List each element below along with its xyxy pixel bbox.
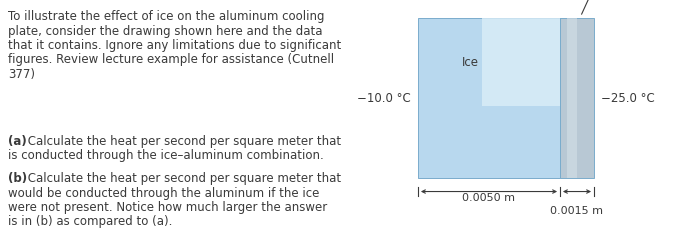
Text: that it contains. Ignore any limitations due to significant: that it contains. Ignore any limitations… (8, 39, 341, 52)
Text: figures. Review lecture example for assistance (Cutnell: figures. Review lecture example for assi… (8, 53, 334, 66)
Bar (567, 18, 577, 178)
Bar (482, 18, 560, 106)
Text: Aluminum: Aluminum (564, 0, 624, 14)
Text: 0.0015 m: 0.0015 m (551, 206, 603, 216)
Text: −10.0 °C: −10.0 °C (358, 92, 411, 105)
Text: −25.0 °C: −25.0 °C (601, 92, 655, 105)
Text: 377): 377) (8, 68, 35, 81)
Bar (418, 18, 560, 178)
Text: Calculate the heat per second per square meter that: Calculate the heat per second per square… (24, 172, 341, 185)
Text: is in (b) as compared to (a).: is in (b) as compared to (a). (8, 215, 172, 229)
Text: Calculate the heat per second per square meter that: Calculate the heat per second per square… (24, 135, 341, 148)
Text: would be conducted through the aluminum if the ice: would be conducted through the aluminum … (8, 186, 319, 200)
Bar (560, 18, 594, 178)
Text: (a): (a) (8, 135, 27, 148)
Text: To illustrate the effect of ice on the aluminum cooling: To illustrate the effect of ice on the a… (8, 10, 324, 23)
Text: plate, consider the drawing shown here and the data: plate, consider the drawing shown here a… (8, 25, 322, 37)
Text: 0.0050 m: 0.0050 m (462, 193, 516, 203)
Text: is conducted through the ice–aluminum combination.: is conducted through the ice–aluminum co… (8, 150, 324, 163)
Text: were not present. Notice how much larger the answer: were not present. Notice how much larger… (8, 201, 327, 214)
Text: Ice: Ice (462, 56, 479, 69)
Text: (b): (b) (8, 172, 27, 185)
